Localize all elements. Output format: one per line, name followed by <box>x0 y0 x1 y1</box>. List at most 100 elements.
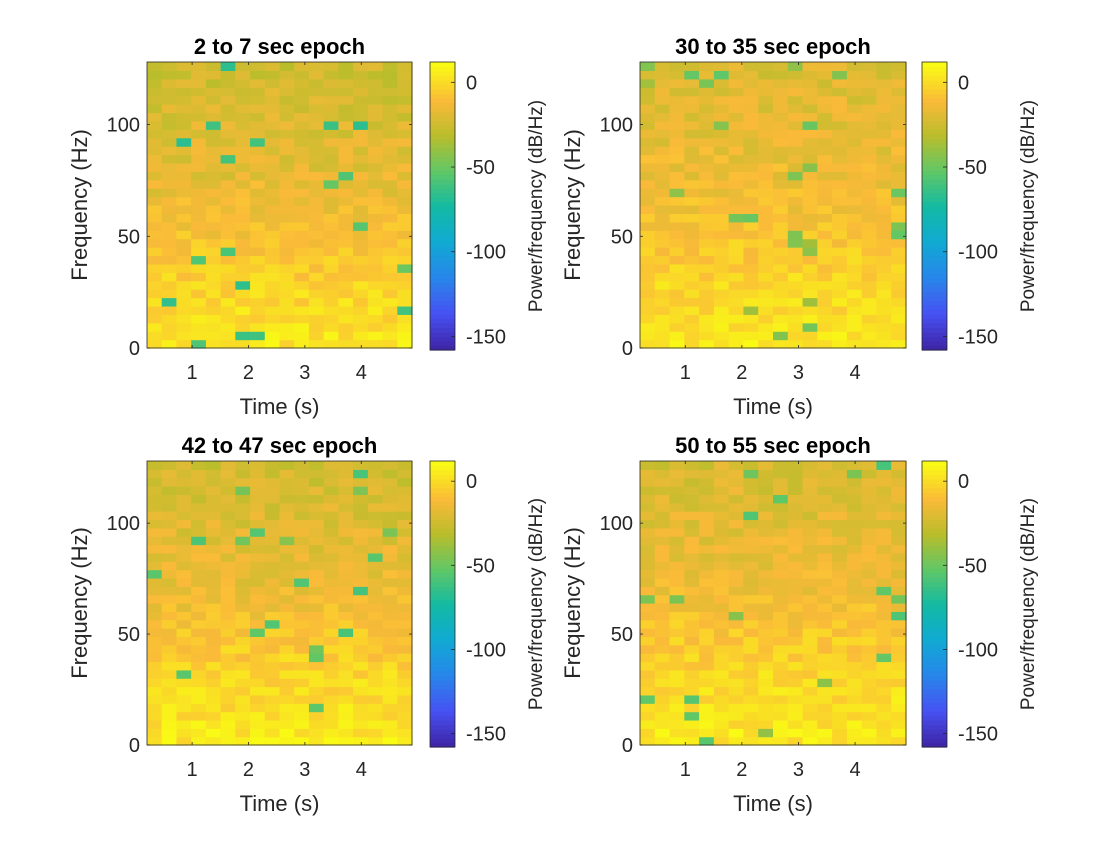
heatmap-cell <box>264 137 281 147</box>
heatmap-cell <box>699 619 715 629</box>
heatmap-cell <box>713 154 730 164</box>
heatmap-cell <box>758 137 774 147</box>
colorbar-tick-label: -150 <box>958 724 998 746</box>
heatmap-cell <box>220 78 236 88</box>
heatmap-cell <box>891 238 907 248</box>
heatmap-cell <box>787 577 804 587</box>
heatmap-cell <box>713 120 730 130</box>
heatmap-cell <box>861 112 878 122</box>
colorbar-segment <box>922 711 947 717</box>
heatmap-cell <box>773 314 789 324</box>
heatmap-cell <box>279 561 295 571</box>
y-tick-label: 50 <box>118 226 140 248</box>
heatmap-cell <box>640 314 656 324</box>
heatmap-cell <box>758 263 774 273</box>
heatmap-cell <box>367 297 384 307</box>
heatmap-cell <box>323 322 339 332</box>
colorbar-segment <box>922 523 947 529</box>
colorbar-label: Power/frequency (dB/Hz) <box>526 498 547 710</box>
heatmap-cell <box>264 569 281 579</box>
heatmap-cell <box>787 519 804 529</box>
heatmap-cell <box>787 611 804 621</box>
heatmap-cell <box>787 586 804 596</box>
colorbar-segment <box>922 666 947 672</box>
heatmap-cell <box>802 603 818 612</box>
heatmap-cell <box>743 238 759 248</box>
heatmap-cell <box>147 636 163 646</box>
heatmap-cell <box>191 137 207 147</box>
heatmap-cell <box>817 728 833 738</box>
heatmap-cell <box>191 188 207 198</box>
heatmap-cell <box>191 213 207 223</box>
heatmap-cell <box>161 179 178 189</box>
heatmap-cell <box>728 137 745 147</box>
heatmap-cell <box>308 104 325 114</box>
heatmap-cell <box>773 636 789 646</box>
heatmap-cell <box>147 519 163 529</box>
heatmap-cell <box>338 719 354 729</box>
heatmap-cell <box>323 603 339 612</box>
heatmap-cell <box>279 255 295 265</box>
heatmap-cell <box>294 603 310 612</box>
heatmap-cell <box>891 230 907 240</box>
heatmap-cell <box>279 678 295 688</box>
y-tick-label: 100 <box>600 513 633 535</box>
heatmap-cell <box>699 552 715 562</box>
heatmap-cell <box>773 544 789 554</box>
heatmap-cell <box>832 719 848 729</box>
heatmap-cell <box>191 238 207 248</box>
heatmap-cell <box>205 213 222 223</box>
heatmap-cell <box>264 461 281 470</box>
heatmap-cell <box>264 70 281 80</box>
heatmap-cell <box>147 469 163 479</box>
heatmap-cell <box>773 238 789 248</box>
heatmap-cell <box>846 263 863 273</box>
heatmap-cell <box>191 486 207 496</box>
heatmap-cell <box>669 544 685 554</box>
heatmap-cell <box>699 611 715 621</box>
heatmap-cell <box>323 213 339 223</box>
heatmap-cell <box>817 297 833 307</box>
heatmap-cell <box>846 188 863 198</box>
heatmap-cell <box>338 469 354 479</box>
heatmap-cell <box>294 711 310 721</box>
heatmap-cell <box>876 95 892 105</box>
heatmap-cell <box>235 703 251 713</box>
heatmap-cell <box>294 636 310 646</box>
heatmap-cell <box>699 205 715 215</box>
heatmap-cell <box>308 272 325 282</box>
heatmap-cell <box>846 62 863 72</box>
heatmap-cell <box>787 104 804 114</box>
heatmap-cell <box>846 527 863 537</box>
heatmap-cell <box>397 179 413 189</box>
heatmap-cell <box>176 719 192 729</box>
heatmap-cell <box>832 120 848 130</box>
heatmap-cell <box>891 247 907 257</box>
heatmap-cell <box>353 552 369 562</box>
heatmap-cell <box>699 644 715 654</box>
heatmap-cell <box>161 305 178 315</box>
heatmap-cell <box>728 289 745 299</box>
heatmap-cell <box>205 703 222 713</box>
heatmap-cell <box>308 339 325 349</box>
heatmap-cell <box>205 719 222 729</box>
heatmap-cell <box>220 678 236 688</box>
heatmap-cell <box>802 179 818 189</box>
x-tick-label: 4 <box>356 759 367 781</box>
heatmap-cell <box>279 322 295 332</box>
heatmap-cell <box>728 719 745 729</box>
heatmap-cell <box>382 205 398 215</box>
heatmap-cell <box>338 728 354 738</box>
heatmap-cell <box>654 221 671 231</box>
colorbar-frame <box>921 61 948 351</box>
heatmap-cell <box>235 146 251 156</box>
heatmap-cell <box>250 519 266 529</box>
heatmap-cell <box>308 213 325 223</box>
heatmap-cell <box>176 669 192 679</box>
heatmap-cell <box>220 502 236 512</box>
heatmap-cell <box>191 644 207 654</box>
heatmap-cell <box>640 87 656 97</box>
subplot-title: 30 to 35 sec epoch <box>675 34 871 59</box>
heatmap-cell <box>220 104 236 114</box>
colorbar-segment <box>430 505 455 511</box>
